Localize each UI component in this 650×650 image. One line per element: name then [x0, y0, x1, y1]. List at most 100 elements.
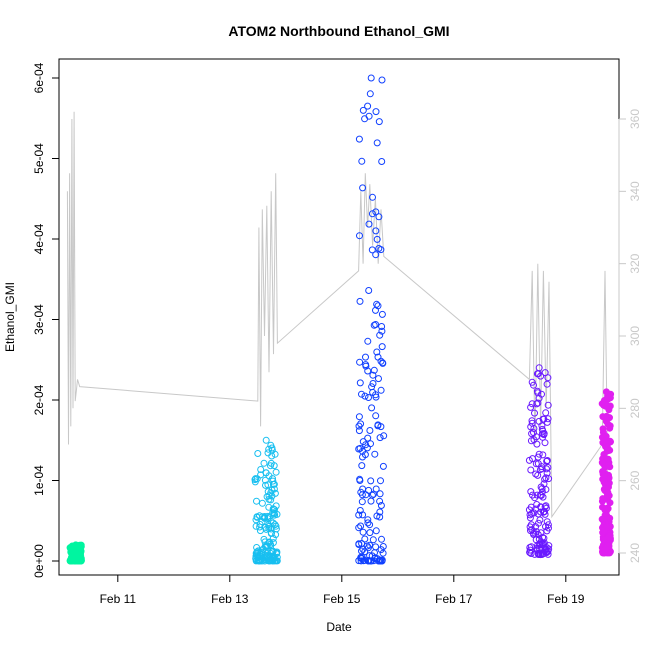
data-point	[527, 403, 535, 411]
data-point	[260, 459, 268, 467]
data-point	[541, 439, 549, 447]
data-point	[379, 462, 387, 470]
data-point	[541, 503, 549, 511]
data-point	[366, 90, 374, 98]
data-point	[375, 118, 383, 126]
data-point	[358, 390, 365, 398]
data-point	[372, 108, 380, 116]
data-point	[363, 444, 371, 452]
data-point	[362, 353, 369, 361]
y-axis: 0e+00 1e-04 2e-04 3e-04 4e-04 5e-04 6e-04	[32, 62, 60, 578]
y-tick-label: 6e-04	[32, 62, 46, 93]
series-cluster-2	[251, 436, 281, 565]
data-point	[598, 515, 606, 523]
y-tick-label: 5e-04	[32, 143, 46, 174]
data-point	[377, 357, 385, 365]
data-point	[532, 523, 540, 531]
data-point	[378, 158, 386, 165]
data-point	[601, 437, 608, 445]
right-y-axis: 240 260 280 300 320 340 360	[618, 109, 642, 563]
data-point	[528, 378, 536, 386]
data-point	[535, 417, 543, 425]
data-point	[262, 469, 270, 477]
data-point	[376, 434, 384, 442]
data-point	[361, 392, 369, 400]
data-point	[380, 432, 388, 440]
x-tick-label: Feb 11	[100, 592, 137, 606]
points-layer	[66, 74, 615, 565]
data-point	[542, 409, 550, 417]
data-point	[361, 556, 369, 564]
data-point	[364, 337, 372, 345]
data-point	[257, 548, 265, 556]
data-point	[357, 557, 365, 565]
data-point	[261, 514, 269, 522]
data-point	[606, 514, 614, 522]
data-point	[378, 343, 386, 351]
data-point	[370, 557, 378, 565]
data-point	[365, 486, 373, 494]
data-point	[368, 404, 376, 412]
data-point	[536, 516, 544, 524]
data-point	[370, 321, 378, 329]
data-point	[255, 557, 263, 565]
data-point	[603, 443, 611, 451]
data-point	[270, 505, 278, 513]
data-point	[374, 421, 382, 429]
y-tick-label: 2e-04	[32, 384, 46, 415]
data-point	[70, 550, 78, 558]
data-point	[268, 548, 276, 556]
data-point	[252, 475, 260, 483]
data-point	[373, 235, 381, 243]
data-point	[600, 471, 608, 479]
data-point	[534, 399, 542, 407]
y-tick-label: 4e-04	[32, 223, 46, 254]
data-point	[356, 475, 364, 483]
data-point	[532, 530, 540, 538]
data-point	[253, 497, 260, 505]
data-point	[268, 452, 276, 460]
data-point	[372, 527, 380, 535]
data-point	[377, 477, 384, 485]
data-point	[356, 358, 364, 366]
data-point	[378, 323, 386, 330]
data-point	[373, 300, 381, 308]
data-point	[379, 359, 387, 367]
data-point	[370, 366, 378, 374]
data-point	[272, 557, 280, 565]
data-point	[371, 450, 379, 458]
data-point	[355, 445, 363, 453]
series-cluster-3	[355, 74, 388, 565]
data-point	[598, 459, 606, 467]
data-point	[358, 491, 366, 499]
data-point	[273, 548, 281, 556]
x-axis: Feb 11 Feb 13 Feb 15 Feb 17 Feb 19	[100, 574, 585, 606]
data-point	[535, 394, 543, 402]
data-point	[368, 210, 376, 218]
data-point	[533, 501, 541, 508]
data-point	[537, 372, 545, 380]
right-y-tick-label: 300	[628, 326, 642, 346]
x-tick-label: Feb 15	[323, 592, 361, 606]
data-point	[537, 529, 545, 537]
data-point	[372, 543, 380, 551]
right-y-tick-label: 280	[628, 398, 642, 418]
data-point	[265, 445, 273, 453]
data-point	[539, 493, 547, 501]
x-tick-label: Feb 13	[211, 592, 249, 606]
data-point	[543, 457, 551, 464]
y-tick-label: 0e+00	[32, 544, 46, 578]
data-point	[267, 441, 275, 449]
data-point	[356, 297, 364, 305]
data-point	[357, 420, 365, 428]
y-tick-label: 3e-04	[32, 304, 46, 335]
data-point	[271, 450, 279, 458]
data-point	[265, 492, 273, 500]
data-point	[355, 422, 363, 430]
data-point	[538, 485, 546, 493]
data-point	[530, 509, 538, 517]
data-point	[372, 391, 380, 399]
data-point	[533, 440, 541, 448]
data-point	[375, 375, 382, 383]
data-point	[542, 474, 550, 482]
